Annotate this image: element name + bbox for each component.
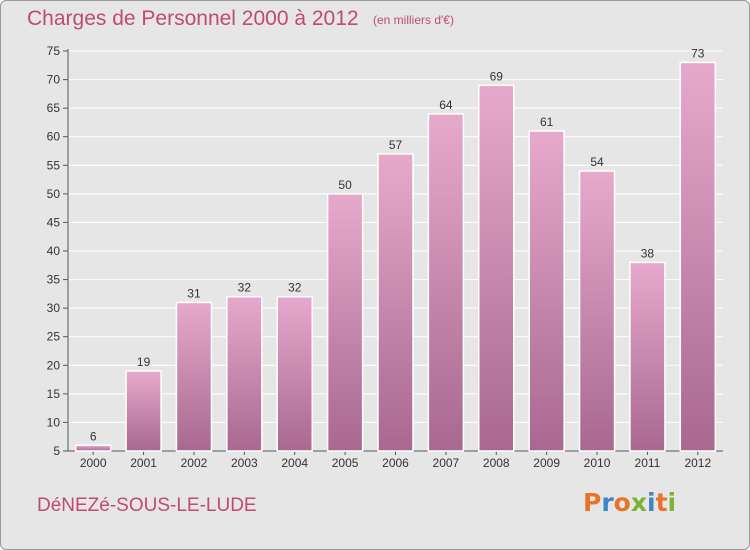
y-tick-label: 5 [53, 444, 60, 458]
data-label-2007: 64 [439, 98, 453, 112]
y-tick-label: 25 [47, 330, 61, 344]
logo-letter: t [655, 488, 668, 517]
data-label-2003: 32 [238, 281, 252, 295]
bar-2005 [326, 193, 364, 452]
bar-2000 [74, 444, 112, 452]
x-tick-label-2007: 2007 [433, 456, 460, 470]
data-label-2010: 54 [590, 155, 604, 169]
data-label-2008: 69 [490, 69, 504, 83]
logo-letter: i [647, 488, 656, 517]
data-label-2002: 31 [187, 286, 201, 300]
x-tick-label-2002: 2002 [181, 456, 208, 470]
data-label-2006: 57 [389, 138, 403, 152]
y-tick-label: 30 [47, 301, 61, 315]
data-label-2005: 50 [338, 178, 352, 192]
x-tick-label-2001: 2001 [130, 456, 157, 470]
logo-letter: P [583, 488, 602, 517]
x-tick-label-2003: 2003 [231, 456, 258, 470]
proxiti-logo[interactable]: Proxiti [583, 488, 676, 517]
logo-letter: r [601, 488, 614, 517]
x-tick-label-2011: 2011 [635, 456, 661, 470]
bar-2001 [125, 370, 162, 452]
y-tick-label: 20 [47, 358, 61, 372]
bars [74, 61, 717, 452]
data-label-2012: 73 [691, 46, 705, 60]
logo-letter: i [667, 488, 677, 517]
data-label-2009: 61 [540, 115, 554, 129]
bar-2010 [578, 170, 616, 452]
y-tick-label: 45 [47, 215, 61, 229]
data-labels: 6 19 31 32 32 50 57 64 69 61 54 38 73 [90, 46, 705, 443]
y-tick-label: 10 [47, 415, 61, 429]
y-tick-label: 50 [47, 187, 61, 201]
y-tick-label: 60 [47, 130, 61, 144]
y-tick-label: 75 [47, 44, 61, 58]
logo-letter: o [613, 488, 631, 517]
bar-2004 [276, 295, 313, 452]
bar-2009 [528, 130, 565, 452]
y-tick-label: 35 [47, 273, 61, 287]
bar-2012 [679, 61, 717, 452]
logo-letter: x [630, 488, 647, 517]
data-label-2000: 6 [90, 429, 97, 443]
data-label-2001: 19 [137, 355, 151, 369]
bar-2008 [478, 84, 515, 452]
y-tick-label: 15 [47, 387, 61, 401]
y-tick-label: 40 [47, 244, 61, 258]
x-tick-label-2005: 2005 [332, 456, 359, 470]
x-tick-label-2004: 2004 [281, 456, 308, 470]
x-tick-label-2012: 2012 [684, 456, 711, 470]
data-label-2004: 32 [288, 281, 302, 295]
commune-name: DéNEZé-SOUS-LE-LUDE [37, 495, 257, 516]
y-tick-label: 70 [47, 73, 61, 87]
y-tick-label: 65 [47, 101, 61, 115]
bar-2007 [427, 113, 465, 452]
x-tick-label-2010: 2010 [584, 456, 611, 470]
x-tick-label-2009: 2009 [533, 456, 560, 470]
y-tick-label: 55 [47, 158, 61, 172]
bar-2002 [175, 301, 213, 452]
chart-title: Charges de Personnel 2000 à 2012 [27, 7, 359, 30]
bar-2003 [226, 295, 263, 452]
x-tick-label-2008: 2008 [483, 456, 510, 470]
axes: 5 10 15 20 25 30 35 40 45 50 55 60 65 70 75 2000 2001 200… [47, 44, 723, 470]
chart-subtitle: (en milliers d'€) [373, 13, 454, 27]
bar-2006 [377, 153, 414, 452]
x-tick-label-2006: 2006 [382, 456, 409, 470]
data-label-2011: 38 [641, 246, 655, 260]
x-tick-label-2000: 2000 [80, 456, 107, 470]
bar-2011 [629, 261, 666, 452]
